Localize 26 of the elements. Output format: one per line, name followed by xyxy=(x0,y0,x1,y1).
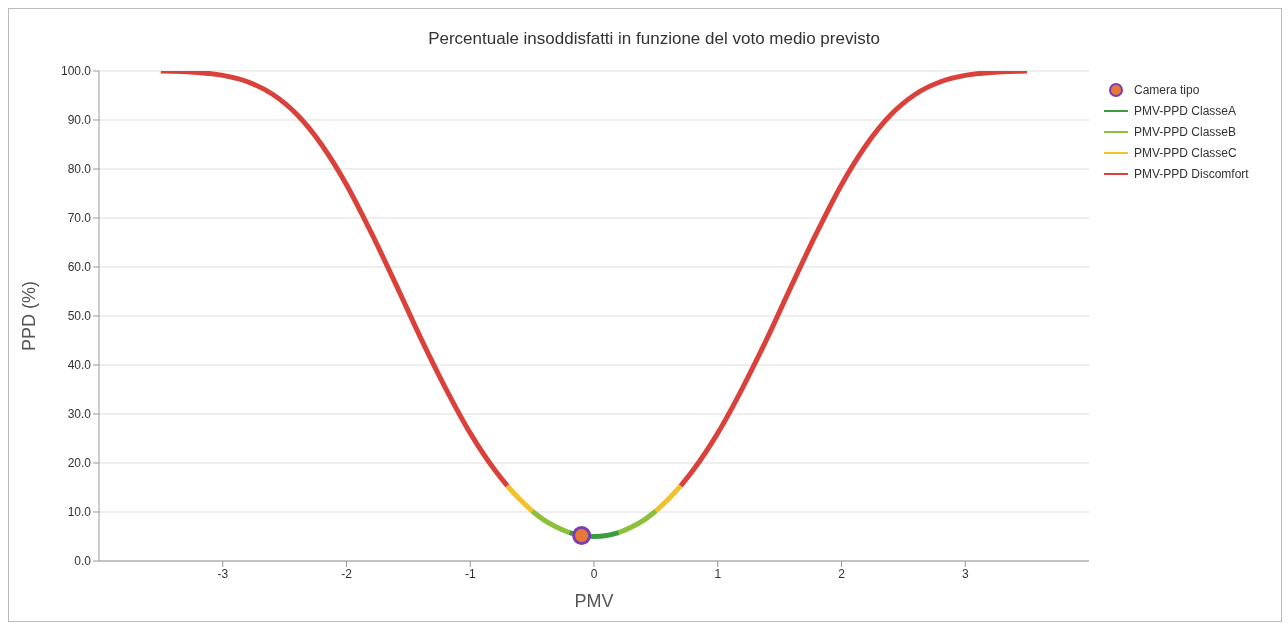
y-tick-label: 20.0 xyxy=(67,456,92,471)
y-axis-title: PPD (%) xyxy=(19,280,40,352)
x-tick-label: 3 xyxy=(961,566,969,581)
x-axis-title: PMV xyxy=(574,591,614,611)
legend-label: PMV-PPD ClasseB xyxy=(1134,124,1237,139)
y-tick-label: 40.0 xyxy=(67,358,92,373)
legend-label: Camera tipo xyxy=(1134,82,1200,97)
y-tick-label: 70.0 xyxy=(67,211,92,226)
chart-title: Percentuale insoddisfatti in funzione del voto medio previsto xyxy=(427,29,881,49)
legend-label: PMV-PPD ClasseA xyxy=(1134,103,1237,118)
x-tick-label: -1 xyxy=(464,566,476,581)
y-tick-label: 60.0 xyxy=(67,260,92,275)
y-tick-label: 30.0 xyxy=(67,407,92,422)
x-tick-label: -2 xyxy=(341,566,353,581)
y-tick-label: 0.0 xyxy=(74,554,92,569)
legend-label: PMV-PPD ClasseC xyxy=(1134,145,1237,160)
y-tick-label: 80.0 xyxy=(67,162,92,177)
x-tick-label: 1 xyxy=(714,566,722,581)
x-tick-label: -3 xyxy=(217,566,229,581)
x-tick-label: 0 xyxy=(590,566,598,581)
y-tick-label: 50.0 xyxy=(67,309,92,324)
x-tick-label: 2 xyxy=(838,566,846,581)
legend-label: PMV-PPD Discomfort xyxy=(1134,166,1249,181)
y-tick-label: 90.0 xyxy=(67,113,92,128)
y-tick-label: 100.0 xyxy=(60,64,92,79)
y-tick-label: 10.0 xyxy=(67,505,92,520)
